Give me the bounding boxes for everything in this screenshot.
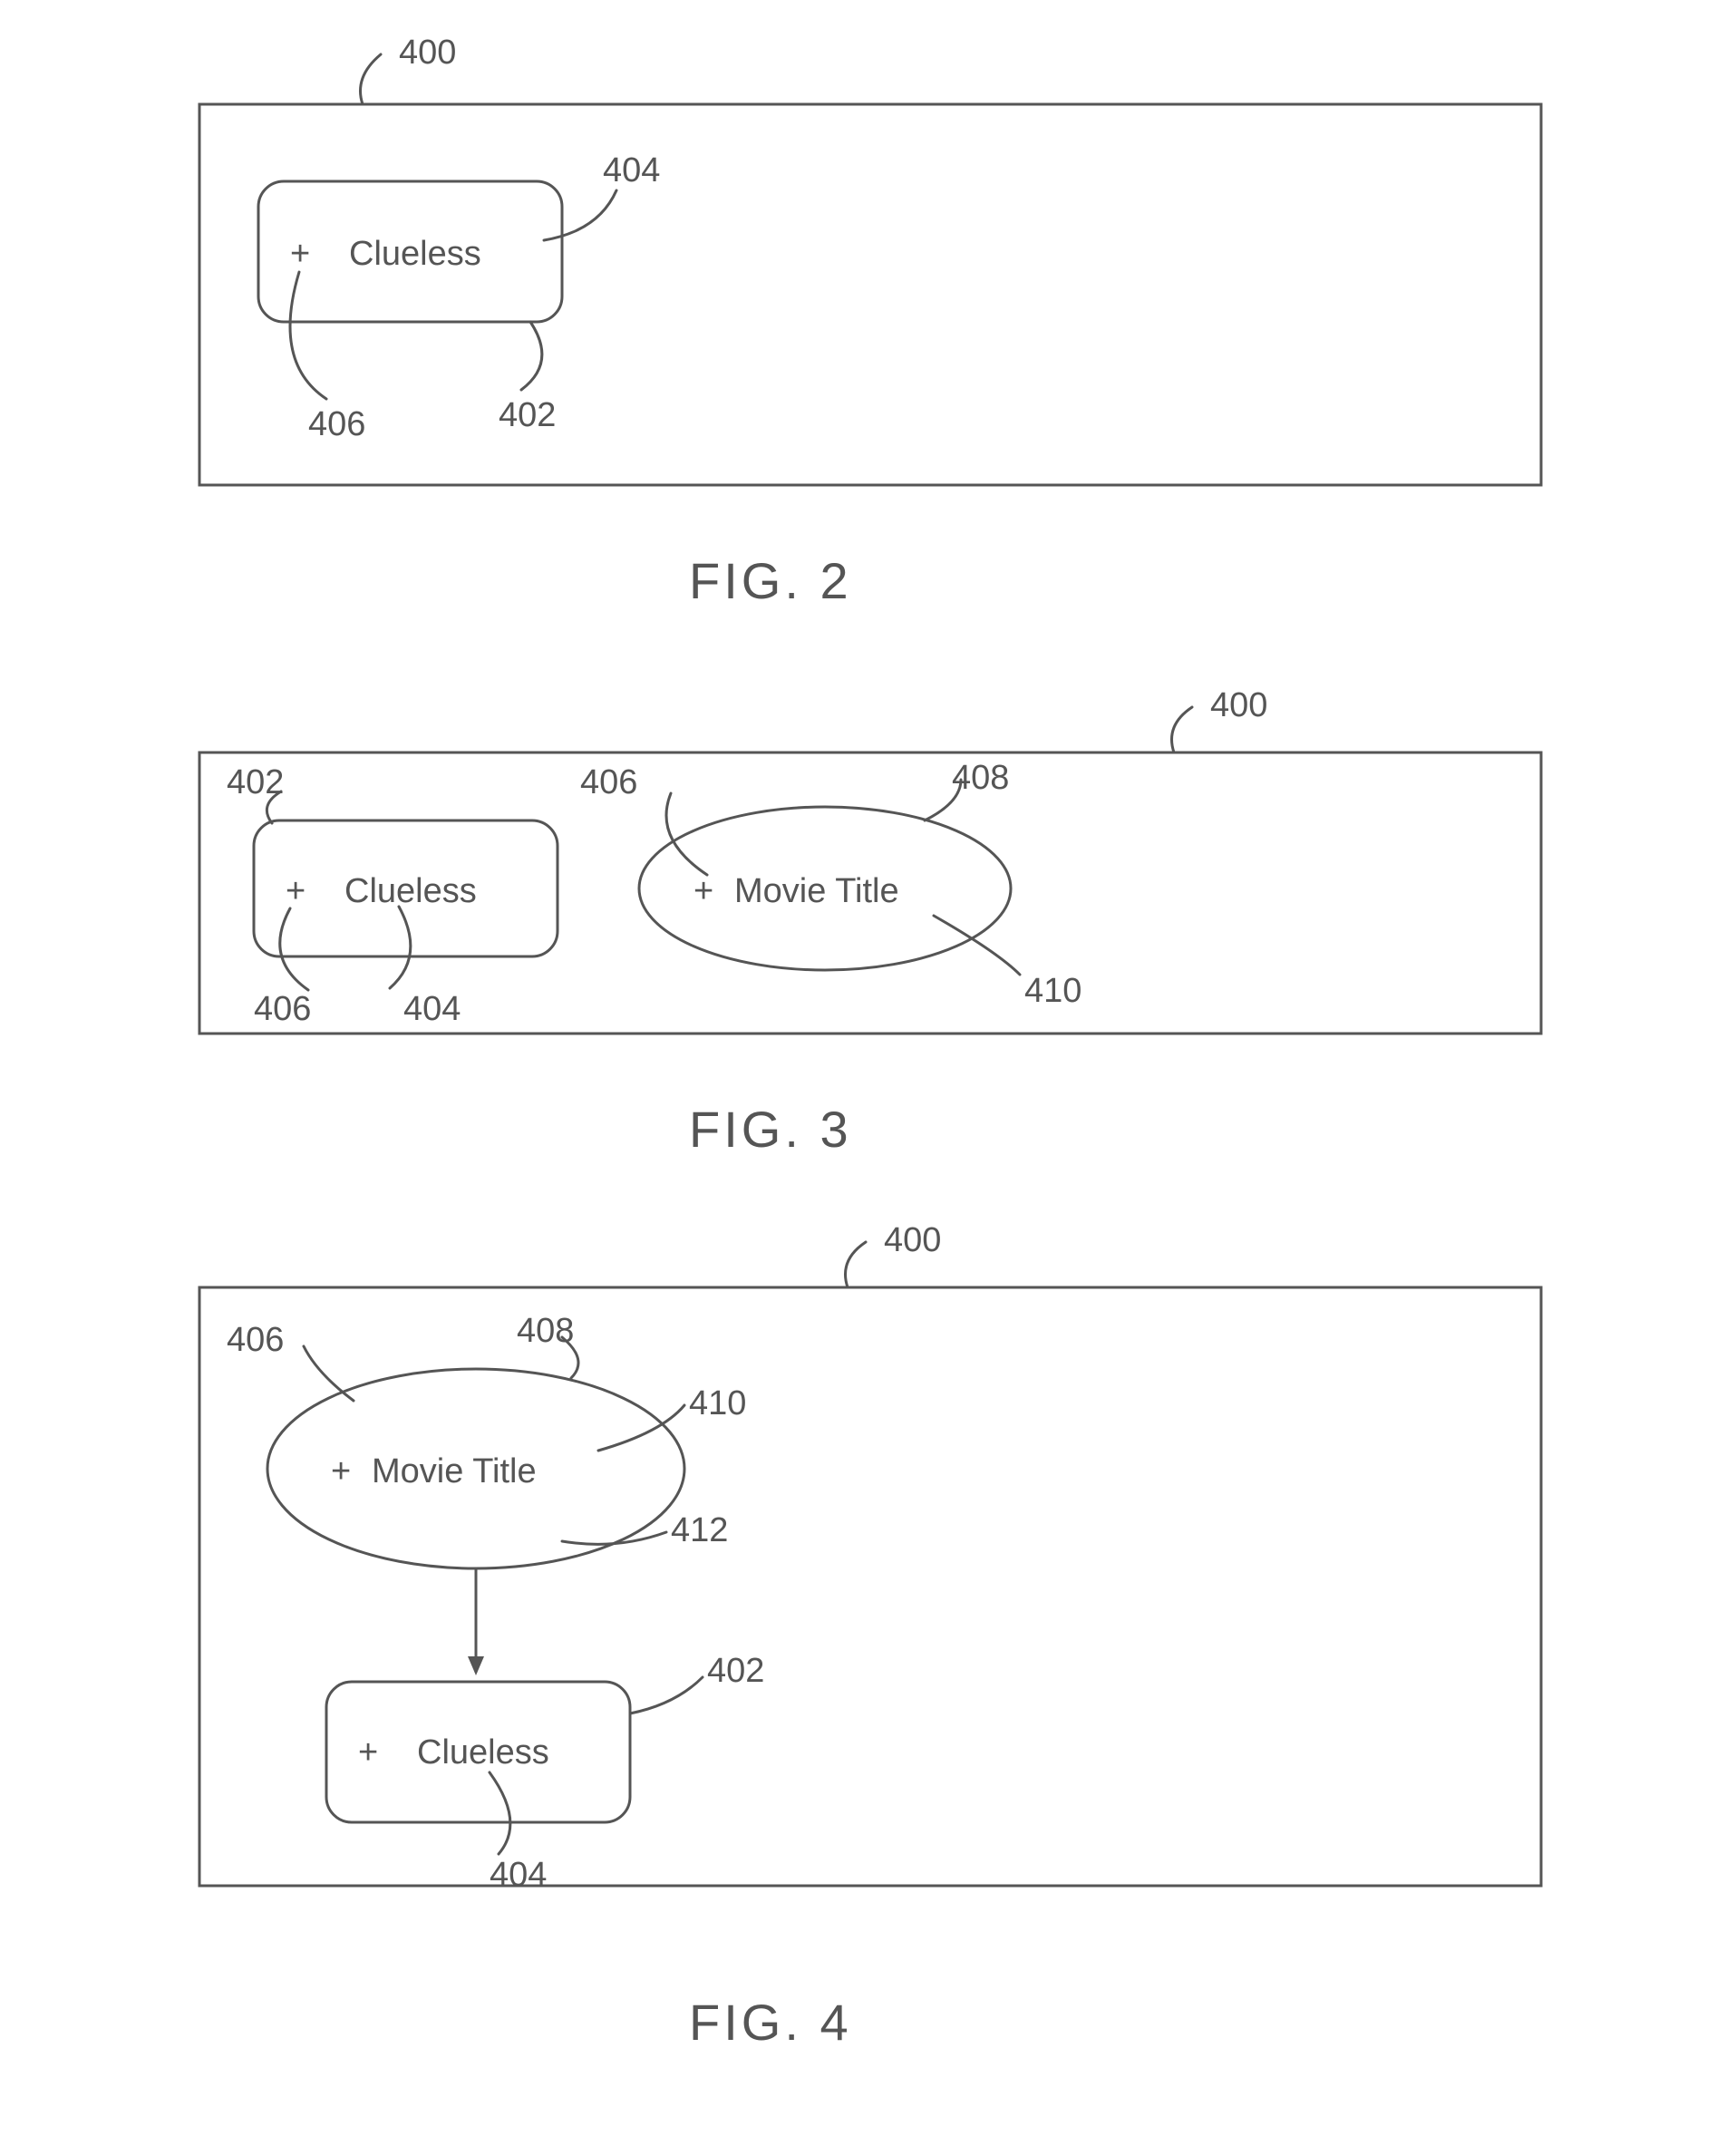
ref-400: 400 xyxy=(399,34,456,72)
node-label: Clueless xyxy=(344,872,477,910)
ref-412: 412 xyxy=(671,1511,728,1549)
ref-408: 408 xyxy=(952,759,1009,797)
leader-line xyxy=(521,322,542,390)
leader-line xyxy=(490,1772,510,1854)
figure-4: 400 + Movie Title 406 408 410 412 + Clue… xyxy=(199,1221,1541,1894)
diagram-canvas: 400 + Clueless 404 402 406 FIG. 2 400 + … xyxy=(0,0,1736,2155)
figure-caption: FIG. 4 xyxy=(689,1994,852,2051)
ref-410: 410 xyxy=(689,1384,746,1422)
leader-line xyxy=(304,1346,354,1401)
ref-402: 402 xyxy=(707,1652,764,1690)
leader-line xyxy=(630,1677,703,1713)
ref-404: 404 xyxy=(490,1856,547,1894)
plus-icon: + xyxy=(286,872,305,910)
ref-408: 408 xyxy=(517,1312,574,1350)
frame xyxy=(199,1287,1541,1886)
ref-406: 406 xyxy=(254,990,311,1028)
figure-caption: FIG. 3 xyxy=(689,1101,852,1158)
ref-404: 404 xyxy=(603,151,660,189)
leader-line xyxy=(1172,707,1193,752)
leader-line xyxy=(280,908,308,990)
leader-line xyxy=(846,1242,867,1287)
leader-line xyxy=(544,190,616,240)
ref-406: 406 xyxy=(227,1321,284,1359)
plus-icon: + xyxy=(358,1733,378,1772)
ref-400: 400 xyxy=(1210,686,1267,724)
figure-caption: FIG. 2 xyxy=(689,552,852,609)
leader-line xyxy=(598,1405,684,1451)
plus-icon: + xyxy=(290,235,310,273)
figure-3: 400 + Clueless 402 406 404 + Movie Title… xyxy=(199,686,1541,1034)
node-label: Clueless xyxy=(417,1733,549,1772)
ref-400: 400 xyxy=(884,1221,941,1259)
ref-404: 404 xyxy=(403,990,461,1028)
node-label: Clueless xyxy=(349,235,481,273)
node-label: Movie Title xyxy=(734,872,899,910)
leader-line xyxy=(934,916,1020,975)
ref-410: 410 xyxy=(1024,972,1081,1010)
plus-icon: + xyxy=(331,1452,351,1490)
leader-line xyxy=(562,1532,666,1544)
node-label: Movie Title xyxy=(372,1452,537,1490)
ref-406: 406 xyxy=(308,405,365,443)
figure-2: 400 + Clueless 404 402 406 xyxy=(199,34,1541,485)
ref-402: 402 xyxy=(227,763,284,801)
leader-line xyxy=(290,272,326,399)
ref-406b: 406 xyxy=(580,763,637,801)
leader-line xyxy=(361,54,382,104)
plus-icon: + xyxy=(693,872,713,910)
leader-line xyxy=(390,907,411,988)
ref-402: 402 xyxy=(499,396,556,434)
frame xyxy=(199,104,1541,485)
